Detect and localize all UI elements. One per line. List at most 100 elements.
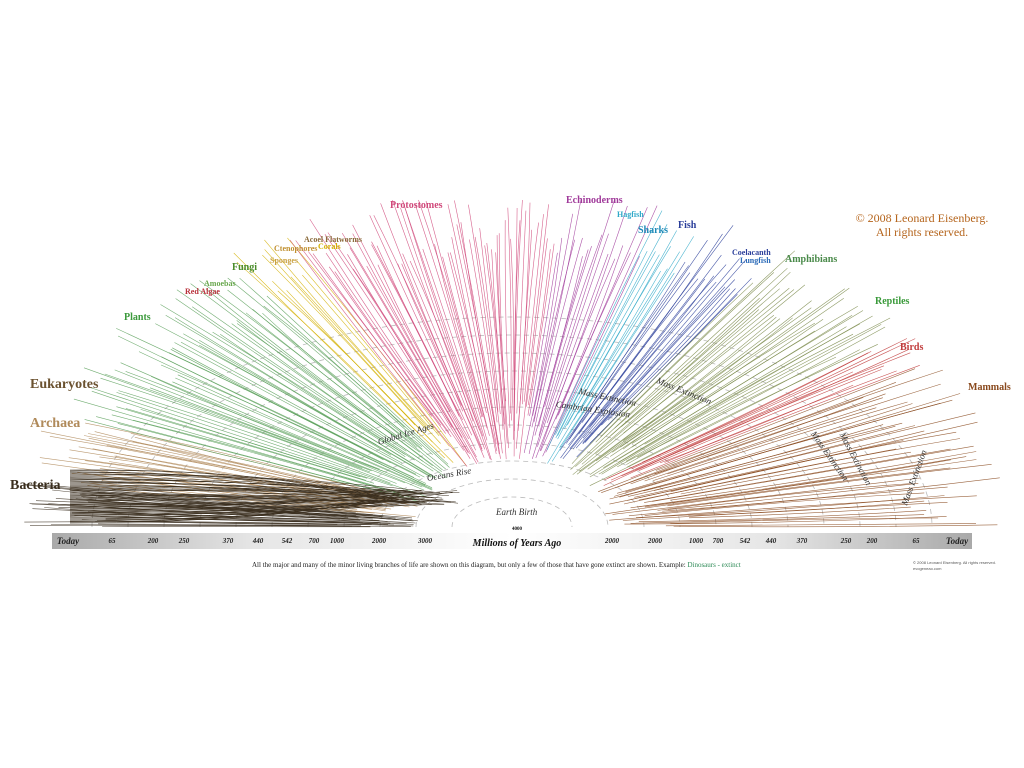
branch-line: [673, 524, 998, 528]
bacteria-line: [69, 491, 386, 512]
branch-line: [161, 356, 427, 484]
branch-line: [118, 390, 391, 484]
branch-line: [175, 377, 433, 491]
branch-line: [625, 317, 891, 462]
branch-line: [174, 342, 425, 478]
branch-line: [642, 338, 908, 463]
branch-line: [400, 207, 480, 431]
copyright-notice: © 2008 Leonard Eisenberg. All rights res…: [852, 211, 992, 239]
branch-line: [631, 319, 824, 444]
branch-line: [347, 254, 470, 454]
branch-line: [634, 430, 925, 498]
branch-line: [177, 374, 433, 490]
time-axis-bar: [52, 533, 972, 549]
branch-line: [263, 305, 405, 428]
group-label-bacteria: Bacteria: [10, 478, 61, 493]
branch-line: [538, 234, 603, 436]
bacteria-line: [69, 497, 425, 511]
branch-line: [39, 457, 369, 506]
branch-line: [542, 205, 658, 457]
bacteria-line: [69, 488, 388, 502]
branch-line: [160, 304, 406, 457]
branch-line: [491, 249, 506, 425]
branch-line: [468, 204, 503, 454]
branch-line: [507, 207, 512, 414]
branch-line: [418, 199, 483, 418]
branch-line: [538, 249, 589, 426]
group-label-acoel-flatworms: Acoel Flatworms: [304, 235, 362, 244]
group-label-fungi: Fungi: [232, 262, 258, 273]
branch-line: [582, 259, 747, 444]
tick-left-9: 2000: [372, 537, 386, 545]
branch-line: [114, 455, 375, 502]
branch-line: [290, 276, 427, 427]
branch-line: [402, 201, 491, 460]
branch-line: [628, 425, 916, 497]
branch-line: [522, 222, 539, 405]
group-label-fish: Fish: [678, 220, 697, 231]
branch-line: [578, 278, 699, 435]
branch-line: [199, 339, 432, 478]
branch-line: [547, 270, 661, 464]
branch-line: [111, 414, 418, 500]
branch-line: [631, 305, 858, 448]
caption-example: Dinosaurs - extinct: [687, 561, 741, 569]
branch-line: [595, 289, 795, 455]
branch-line: [579, 316, 777, 472]
bacteria-line: [69, 490, 384, 499]
branch-line: [607, 351, 872, 479]
branch-line: [630, 514, 925, 524]
branch-line: [328, 266, 452, 437]
caption-text: All the major and many of the minor livi…: [252, 561, 686, 569]
branch-line: [172, 347, 417, 475]
branch-line: [670, 451, 977, 501]
branch-line: [644, 383, 941, 482]
tick-right-0: 2000: [605, 537, 619, 545]
branch-line: [190, 283, 442, 472]
branch-line: [566, 265, 689, 444]
branch-line: [670, 431, 957, 492]
branch-line: [688, 500, 925, 516]
branch-line: [575, 271, 791, 467]
branch-line: [149, 387, 372, 472]
group-label-echinoderms: Echinoderms: [566, 195, 623, 206]
branch-line: [138, 351, 433, 489]
branch-line: [519, 204, 549, 459]
branch-line: [371, 241, 476, 451]
branch-line: [638, 369, 882, 471]
branch-line: [630, 365, 920, 479]
branch-line: [610, 288, 780, 436]
branch-line: [587, 307, 812, 470]
tick-right-9: 65: [912, 537, 920, 545]
tick-left-2: 200: [147, 537, 159, 545]
group-label-birds: Birds: [900, 342, 924, 353]
group-label-coelacanth: Coelacanth: [732, 248, 771, 257]
group-label-amoebas: Amoebas: [204, 279, 236, 288]
branch-line: [324, 234, 471, 459]
branch-line: [295, 240, 433, 417]
branch-line: [628, 486, 948, 517]
group-label-plants: Plants: [124, 312, 151, 323]
branch-line: [114, 369, 406, 484]
branch-line: [546, 253, 609, 423]
branch-line: [262, 254, 428, 431]
branch-line: [192, 306, 407, 452]
credit-line2: evogeneao.com: [913, 566, 942, 571]
branch-line: [98, 523, 362, 527]
branch-line: [504, 220, 511, 428]
branch-line: [575, 258, 740, 449]
branch-line: [560, 225, 734, 459]
tick-left-7: 700: [308, 537, 320, 545]
branch-line: [539, 258, 616, 452]
branch-line: [220, 333, 415, 461]
branch-line: [612, 477, 921, 515]
branch-line: [434, 244, 484, 417]
branch-line: [180, 341, 403, 464]
bacteria-line: [69, 476, 422, 494]
branch-line: [172, 381, 423, 488]
tick-left-1: 65: [108, 537, 116, 545]
group-label-sharks: Sharks: [638, 225, 669, 236]
axis-title: Millions of Years Ago: [472, 538, 562, 549]
bacteria-line: [69, 499, 420, 509]
